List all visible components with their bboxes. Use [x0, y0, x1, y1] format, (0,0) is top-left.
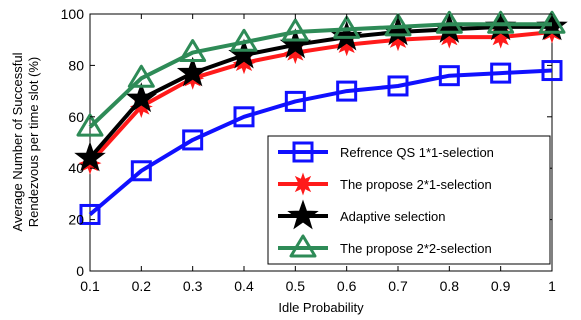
series-1-point [336, 80, 358, 102]
y-tick-label: 60 [68, 109, 84, 125]
x-tick-label: 0.1 [80, 278, 100, 294]
series-1-point [438, 65, 460, 87]
legend-swatch-marker [289, 234, 317, 258]
legend-swatch-marker [287, 199, 319, 230]
series-2-line [88, 30, 553, 165]
x-tick-label: 0.2 [132, 278, 152, 294]
series-4-point [281, 18, 309, 42]
legend-item-2: The propose 2*1-selection [278, 172, 492, 196]
series-4-point [538, 10, 566, 34]
series-3-point [176, 56, 209, 87]
series-4-point [487, 10, 515, 34]
series-1-line [88, 68, 553, 217]
x-tick-label: 0.7 [388, 278, 408, 294]
legend-item-4: The propose 2*2-selection [278, 234, 492, 258]
legend-swatch-marker [291, 172, 315, 196]
y-tick-label: 80 [68, 57, 84, 73]
legend-swatch-marker [292, 141, 314, 163]
x-axis: 0.1 0.2 0.3 0.4 0.5 0.6 0.7 0.8 0.9 1 [80, 14, 556, 294]
series-1-point [182, 129, 204, 151]
series-4-point [333, 15, 361, 39]
series-1-point [284, 90, 306, 112]
series-1-point [387, 75, 409, 97]
x-axis-label: Idle Probability [278, 300, 364, 315]
legend-item-3: Adaptive selection [278, 199, 446, 230]
series-1-point [541, 60, 563, 82]
x-tick-label: 0.9 [491, 278, 511, 294]
x-tick-label: 0.8 [440, 278, 460, 294]
x-tick-label: 0.6 [337, 278, 357, 294]
series-1-point [79, 203, 101, 225]
series-4-line [88, 22, 552, 129]
y-tick-label: 100 [61, 6, 85, 22]
series-1 [79, 60, 563, 225]
y-axis: 0 20 40 60 80 100 [61, 6, 552, 279]
series-4-point [179, 39, 207, 63]
series-4-point [435, 10, 463, 34]
y-tick-label: 40 [68, 160, 84, 176]
legend-item-1: Refrence QS 1*1-selection [278, 141, 494, 163]
series-1-point [233, 106, 255, 128]
series-3-point [125, 82, 158, 113]
x-tick-label: 0.5 [286, 278, 306, 294]
series-4-point [384, 13, 412, 37]
legend-label: Adaptive selection [340, 209, 446, 224]
series-4-point [76, 113, 104, 137]
legend-label: The propose 2*1-selection [340, 177, 492, 192]
series-layer [74, 10, 568, 225]
y-axis-label-line-2: Rendezvous per time slot (%) [26, 57, 41, 228]
series-4-point [127, 64, 155, 88]
legend: Refrence QS 1*1-selection The propose 2*1… [267, 135, 551, 265]
y-tick-label: 20 [68, 212, 84, 228]
series-4 [76, 10, 566, 137]
y-axis-label-line-1: Average Number of Successful [10, 52, 25, 231]
series-3-point [74, 141, 106, 172]
series-4-point [230, 28, 258, 52]
y-axis-label: Average Number of Successful Rendezvous … [10, 52, 41, 231]
series-1-point [130, 160, 152, 182]
legend-label: The propose 2*2-selection [340, 241, 492, 256]
y-tick-label: 0 [76, 263, 84, 279]
legend-label: Refrence QS 1*1-selection [340, 145, 494, 160]
x-tick-label: 1 [548, 278, 556, 294]
x-tick-label: 0.4 [234, 278, 254, 294]
series-3-line [88, 24, 552, 160]
legend-box [267, 135, 551, 265]
x-tick-label: 0.3 [183, 278, 203, 294]
series-1-point [490, 62, 512, 84]
